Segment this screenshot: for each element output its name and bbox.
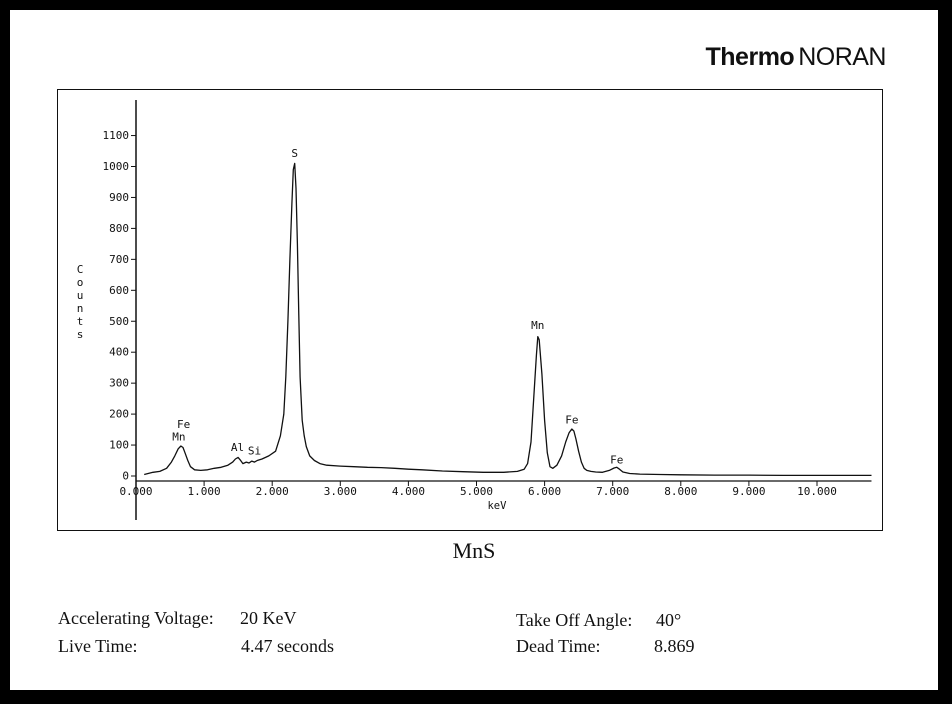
y-tick-label: 0 [122, 470, 129, 483]
x-tick-label: 2.000 [256, 485, 289, 498]
peak-label: Fe [610, 454, 623, 467]
y-tick-label: 600 [109, 284, 129, 297]
report-page: Thermo NORAN 0 100 200 300 400 500 600 700 800 900… [10, 10, 938, 690]
y-tick-label: 700 [109, 253, 129, 266]
spectrum-plot [144, 162, 872, 477]
spectrum-chart-frame: 0 100 200 300 400 500 600 700 800 900 1000 1100 0.00… [57, 89, 883, 531]
y-tick-label: 1000 [103, 160, 130, 173]
y-tick-label: 400 [109, 346, 129, 359]
x-tick-label: 10.000 [797, 485, 837, 498]
peak-label: Si [248, 444, 261, 457]
take-off-angle-value: 40° [656, 610, 682, 630]
peak-label: Fe [565, 413, 578, 426]
accelerating-voltage-label: Accelerating Voltage: [58, 608, 214, 628]
axes [135, 100, 872, 520]
y-tick-label: 500 [109, 315, 129, 328]
x-tick-label: 5.000 [460, 485, 493, 498]
x-tick-label: 1.000 [188, 485, 221, 498]
x-axis-label: keV [487, 500, 507, 512]
thermo-noran-logo: Thermo NORAN [705, 43, 887, 72]
y-tick-label: 1100 [103, 129, 130, 142]
dead-time-label: Dead Time: [516, 636, 601, 656]
x-tick-label: 0.000 [119, 485, 152, 498]
take-off-angle-label: Take Off Angle: [516, 610, 633, 630]
y-tick-label: 800 [109, 222, 129, 235]
live-time-value: 4.47 seconds [241, 636, 334, 656]
y-tick-label: 900 [109, 191, 129, 204]
y-tick-label: 200 [109, 408, 129, 421]
brand-bold: Thermo [705, 43, 795, 71]
accelerating-voltage-value: 20 KeV [240, 608, 297, 628]
x-tick-label: 6.000 [528, 485, 561, 498]
brand-regular: NORAN [798, 43, 886, 71]
peak-label: Al [231, 441, 244, 454]
x-tick-label: 8.000 [664, 485, 697, 498]
dead-time-value: 8.869 [654, 636, 695, 656]
x-tick-label: 9.000 [732, 485, 765, 498]
x-tick-label: 3.000 [324, 485, 357, 498]
sample-title: MnS [452, 538, 496, 563]
peak-label: Mn [531, 319, 544, 332]
peak-label: Fe [177, 418, 190, 431]
live-time-label: Live Time: [58, 636, 138, 656]
y-tick-label: 100 [109, 439, 129, 452]
spectrum-line [144, 162, 872, 477]
x-tick-label: 7.000 [596, 485, 629, 498]
x-tick-label: 4.000 [392, 485, 425, 498]
y-tick-label: 300 [109, 377, 129, 390]
tick-marks: 0 100 200 300 400 500 600 700 800 900 1000 1100 0.00… [77, 129, 837, 512]
peak-label: S [291, 147, 298, 160]
peak-label: Mn [172, 430, 185, 443]
spectrum-chart: 0 100 200 300 400 500 600 700 800 900 1000 1100 0.00… [77, 100, 872, 520]
